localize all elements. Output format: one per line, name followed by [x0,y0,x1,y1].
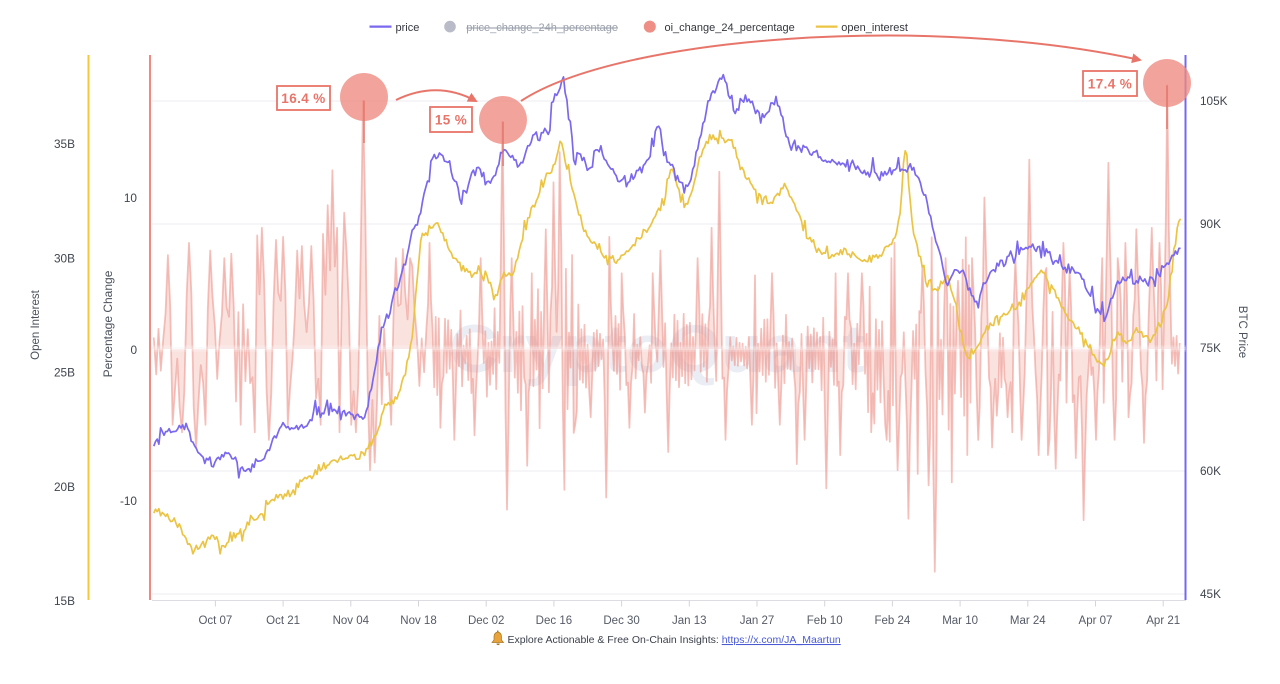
svg-text:BTC Price: BTC Price [1236,306,1248,358]
svg-text:Mar 10: Mar 10 [942,615,978,627]
svg-text:30B: 30B [54,252,75,266]
svg-text:105K: 105K [1200,94,1228,108]
svg-text:Nov 04: Nov 04 [333,615,370,627]
svg-text:Open Interest: Open Interest [30,289,42,359]
svg-text:oi_change_24_percentage: oi_change_24_percentage [665,22,795,34]
svg-text:Dec 02: Dec 02 [468,615,504,627]
svg-text:Dec 16: Dec 16 [536,615,572,627]
svg-text:Jan 13: Jan 13 [672,615,707,627]
svg-text:20B: 20B [54,480,75,494]
svg-text:75K: 75K [1200,341,1221,355]
svg-text:Percentage Change: Percentage Change [101,270,115,377]
svg-text:10: 10 [124,191,138,205]
svg-text:60K: 60K [1200,464,1221,478]
svg-text:Feb 24: Feb 24 [874,615,910,627]
svg-text:Oct 07: Oct 07 [198,615,232,627]
svg-text:Dec 30: Dec 30 [603,615,639,627]
svg-text:0: 0 [130,343,137,357]
svg-text:15 %: 15 % [435,112,467,127]
svg-text:price: price [396,22,420,34]
svg-text:35B: 35B [54,137,75,151]
svg-text:Apr 21: Apr 21 [1146,615,1180,627]
svg-text:price_change_24h_percentage: price_change_24h_percentage [466,22,618,34]
svg-text:Apr 07: Apr 07 [1079,615,1113,627]
svg-text:Feb 10: Feb 10 [807,615,843,627]
svg-text:16.4 %: 16.4 % [281,91,325,106]
svg-text:Mar 24: Mar 24 [1010,615,1046,627]
svg-text:45K: 45K [1200,587,1221,601]
svg-text:open_interest: open_interest [841,22,908,34]
svg-text:Explore Actionable & Free On-C: Explore Actionable & Free On-Chain Insig… [508,634,841,646]
svg-text:15B: 15B [54,594,75,608]
svg-text:-10: -10 [120,494,137,508]
svg-text:25B: 25B [54,366,75,380]
svg-text:Nov 18: Nov 18 [400,615,436,627]
svg-text:90K: 90K [1200,217,1221,231]
svg-text:Oct 21: Oct 21 [266,615,300,627]
svg-text:17.4 %: 17.4 % [1088,76,1132,91]
svg-text:Jan 27: Jan 27 [740,615,775,627]
